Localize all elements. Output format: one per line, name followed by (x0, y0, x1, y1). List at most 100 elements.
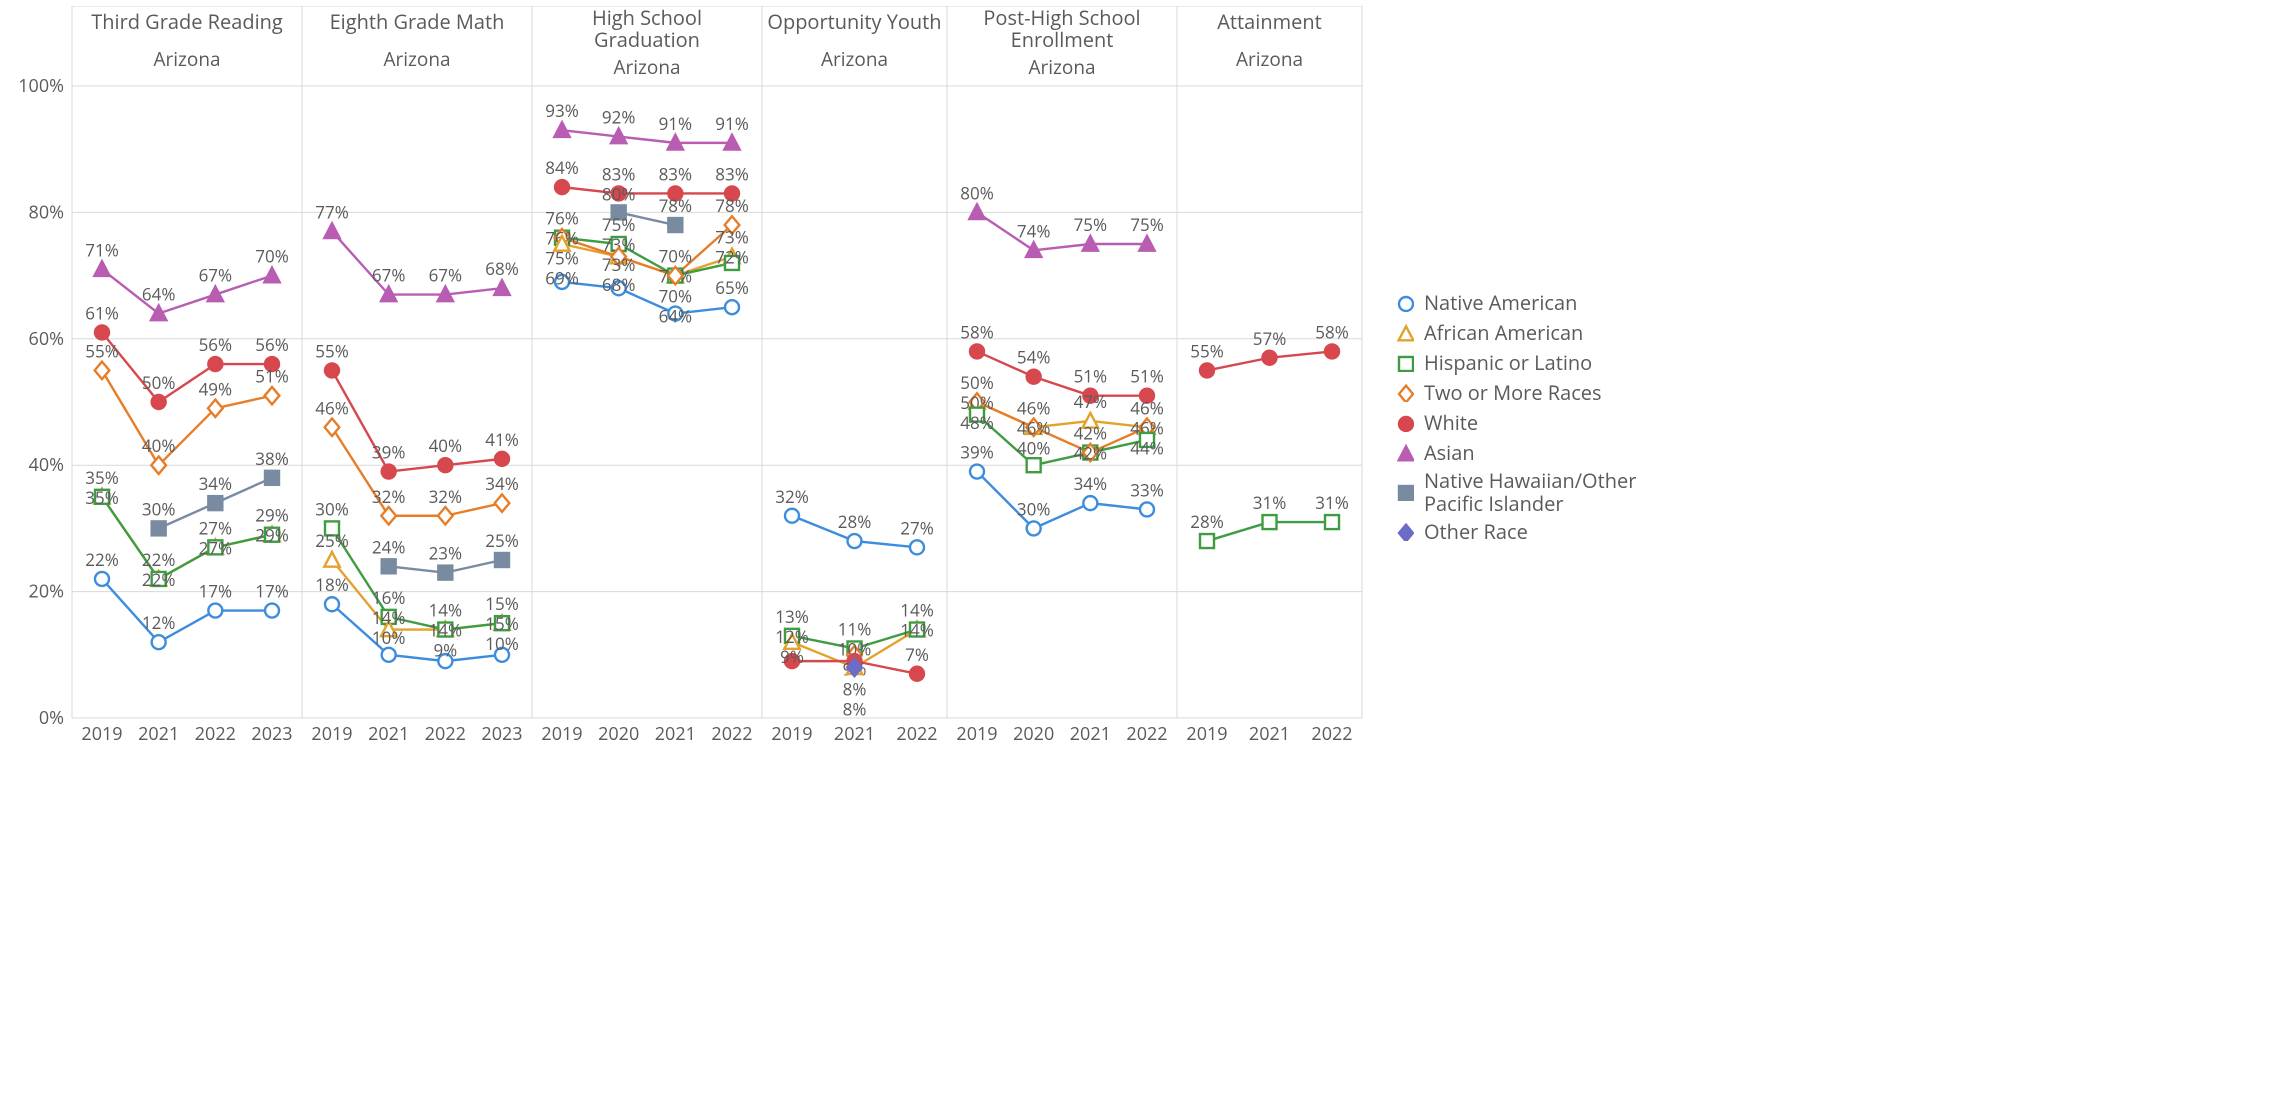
svg-text:75%: 75% (1074, 213, 1108, 236)
svg-text:39%: 39% (960, 441, 994, 464)
svg-text:31%: 31% (1315, 491, 1349, 514)
svg-text:2019: 2019 (311, 722, 352, 746)
svg-text:48%: 48% (960, 411, 994, 434)
svg-text:64%: 64% (142, 283, 176, 306)
legend-label: African American (1424, 319, 1583, 346)
svg-text:7%: 7% (905, 643, 929, 666)
svg-text:Enrollment: Enrollment (1011, 26, 1114, 53)
svg-text:9%: 9% (433, 639, 457, 662)
chart-grid: 0%20%40%60%80%100%Third Grade ReadingAri… (12, 6, 1372, 753)
legend-item-two_or_more[interactable]: Two or More Races (1396, 379, 1636, 406)
svg-text:92%: 92% (602, 106, 636, 129)
svg-text:30%: 30% (315, 497, 349, 520)
svg-text:47%: 47% (1074, 390, 1108, 413)
legend-swatch-icon (1396, 354, 1414, 372)
svg-text:20%: 20% (29, 580, 64, 604)
svg-text:58%: 58% (1315, 320, 1349, 343)
svg-text:28%: 28% (838, 510, 872, 533)
svg-text:51%: 51% (1130, 365, 1164, 388)
svg-text:2020: 2020 (598, 722, 639, 746)
svg-text:22%: 22% (142, 568, 176, 591)
svg-text:70%: 70% (255, 245, 289, 268)
legend-item-hispanic[interactable]: Hispanic or Latino (1396, 349, 1636, 376)
svg-text:0%: 0% (39, 706, 64, 730)
legend-item-asian[interactable]: Asian (1396, 439, 1636, 466)
svg-text:10%: 10% (372, 626, 406, 649)
chart-svg: 0%20%40%60%80%100%Third Grade ReadingAri… (12, 6, 1372, 748)
legend-label: Asian (1424, 439, 1475, 466)
legend-item-native_american[interactable]: Native American (1396, 289, 1636, 316)
svg-text:74%: 74% (1017, 219, 1051, 242)
svg-text:56%: 56% (199, 333, 233, 356)
legend-label: White (1424, 409, 1478, 436)
svg-text:56%: 56% (255, 333, 289, 356)
svg-text:93%: 93% (545, 99, 579, 122)
legend-item-white[interactable]: White (1396, 409, 1636, 436)
svg-text:41%: 41% (485, 428, 519, 451)
svg-text:Third Grade Reading: Third Grade Reading (91, 8, 283, 35)
legend-label: Native American (1424, 289, 1577, 316)
svg-text:2021: 2021 (834, 722, 875, 746)
svg-text:2021: 2021 (368, 722, 409, 746)
svg-text:75%: 75% (1130, 213, 1164, 236)
svg-text:2023: 2023 (251, 722, 292, 746)
dashboard: 0%20%40%60%80%100%Third Grade ReadingAri… (0, 0, 2285, 765)
svg-text:12%: 12% (142, 611, 176, 634)
svg-text:2022: 2022 (896, 722, 937, 746)
svg-text:39%: 39% (372, 441, 406, 464)
svg-text:2019: 2019 (771, 722, 812, 746)
svg-text:Arizona: Arizona (1028, 54, 1095, 80)
svg-text:50%: 50% (142, 371, 176, 394)
svg-text:32%: 32% (429, 485, 463, 508)
legend-item-other[interactable]: Other Race (1396, 518, 1636, 545)
svg-text:69%: 69% (545, 267, 579, 290)
svg-text:34%: 34% (199, 472, 233, 495)
legend-label: Hispanic or Latino (1424, 349, 1592, 376)
svg-text:55%: 55% (1190, 339, 1224, 362)
svg-text:91%: 91% (659, 112, 693, 135)
svg-text:80%: 80% (602, 182, 636, 205)
svg-text:46%: 46% (315, 396, 349, 419)
svg-text:Eighth Grade Math: Eighth Grade Math (330, 8, 505, 35)
svg-text:33%: 33% (1130, 478, 1164, 501)
svg-text:Arizona: Arizona (821, 46, 888, 72)
svg-text:Arizona: Arizona (383, 46, 450, 72)
svg-text:2022: 2022 (195, 722, 236, 746)
svg-text:34%: 34% (1074, 472, 1108, 495)
svg-text:24%: 24% (372, 535, 406, 558)
svg-text:Attainment: Attainment (1217, 8, 1321, 35)
svg-text:35%: 35% (85, 486, 119, 509)
legend-swatch-icon (1396, 414, 1414, 432)
svg-text:42%: 42% (1074, 442, 1108, 465)
svg-text:2020: 2020 (1013, 722, 1054, 746)
legend-item-african_american[interactable]: African American (1396, 319, 1636, 346)
svg-text:17%: 17% (255, 580, 289, 603)
svg-text:2022: 2022 (425, 722, 466, 746)
svg-text:80%: 80% (960, 181, 994, 204)
legend-swatch-icon (1396, 324, 1414, 342)
svg-text:18%: 18% (315, 573, 349, 596)
svg-text:31%: 31% (1253, 491, 1287, 514)
svg-text:2019: 2019 (956, 722, 997, 746)
svg-text:2019: 2019 (81, 722, 122, 746)
svg-text:8%: 8% (843, 697, 867, 720)
svg-text:60%: 60% (29, 327, 64, 351)
svg-text:72%: 72% (715, 246, 749, 269)
svg-text:57%: 57% (1253, 327, 1287, 350)
legend-item-nhpi[interactable]: Native Hawaiian/OtherPacific Islander (1396, 469, 1636, 515)
svg-text:9%: 9% (780, 645, 804, 668)
svg-text:23%: 23% (429, 542, 463, 565)
legend-label: Native Hawaiian/OtherPacific Islander (1424, 469, 1636, 515)
svg-text:71%: 71% (85, 238, 119, 261)
svg-text:27%: 27% (900, 516, 934, 539)
svg-text:2021: 2021 (138, 722, 179, 746)
svg-text:30%: 30% (142, 497, 176, 520)
svg-text:2022: 2022 (711, 722, 752, 746)
svg-text:32%: 32% (372, 485, 406, 508)
svg-text:32%: 32% (775, 485, 809, 508)
svg-text:2019: 2019 (541, 722, 582, 746)
svg-text:40%: 40% (142, 434, 176, 457)
legend-swatch-icon (1396, 444, 1414, 462)
svg-text:22%: 22% (85, 548, 119, 571)
svg-text:49%: 49% (199, 377, 233, 400)
